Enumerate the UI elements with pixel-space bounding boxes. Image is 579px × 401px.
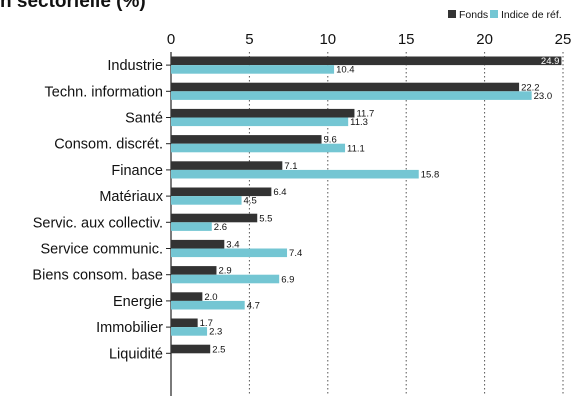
data-label-fonds: 7.1 (284, 161, 297, 172)
bar-indice (171, 169, 419, 179)
data-label-fonds: 22.2 (521, 82, 540, 93)
category-label: Liquidité (109, 346, 163, 362)
data-label-fonds: 6.4 (273, 187, 286, 198)
data-label-indice: 6.9 (281, 274, 294, 285)
category-label: Matériaux (99, 189, 163, 205)
legend-label-fonds: Fonds (459, 9, 488, 21)
legend-label-indice: Indice de réf. (501, 9, 562, 21)
data-label-indice: 15.8 (421, 170, 440, 181)
bar-indice (171, 222, 212, 231)
data-label-fonds: 2.0 (204, 292, 217, 303)
data-label-indice: 4.7 (247, 301, 260, 312)
legend-swatch-fonds (448, 10, 456, 18)
x-tick-label: 10 (319, 31, 336, 48)
data-label-fonds: 2.5 (212, 344, 225, 355)
bar-fonds (171, 187, 272, 197)
bar-indice (171, 143, 346, 153)
x-tick-label: 0 (167, 31, 175, 48)
category-label: Biens consom. base (32, 268, 163, 284)
category-label: Energie (113, 294, 163, 310)
x-tick-label: 5 (245, 31, 253, 48)
bar-fonds (171, 135, 322, 144)
data-label-indice: 7.4 (289, 248, 302, 259)
data-label-indice: 2.3 (209, 327, 222, 338)
data-label-fonds: 3.4 (226, 240, 239, 251)
bar-fonds (171, 292, 203, 301)
data-label-fonds: 11.7 (356, 109, 374, 120)
bar-indice (171, 248, 288, 258)
data-label-fonds: 5.5 (259, 213, 272, 224)
bar-fonds (171, 239, 225, 249)
bar-fonds (171, 82, 520, 92)
category-label: Service communic. (41, 242, 163, 258)
category-label: Servic. aux collectiv. (33, 215, 163, 231)
data-label-fonds: 1.7 (200, 318, 213, 329)
data-label-indice: 2.6 (214, 222, 227, 233)
bar-indice (171, 327, 208, 336)
data-label-indice: 23.0 (534, 91, 553, 102)
data-label-indice: 11.1 (347, 143, 365, 154)
bar-indice (171, 65, 335, 74)
bar-fonds (171, 318, 198, 328)
category-label: Immobilier (96, 320, 163, 336)
x-tick-label: 15 (398, 31, 415, 48)
bar-indice (171, 117, 349, 127)
data-label-indice: 4.5 (244, 196, 257, 207)
bar-indice (171, 274, 280, 284)
category-label: Finance (111, 163, 163, 179)
category-label: Consom. discrét. (54, 137, 163, 153)
bar-fonds (171, 108, 355, 118)
bar-fonds (171, 213, 258, 223)
x-tick-label: 20 (476, 31, 493, 48)
bar-fonds (171, 344, 211, 354)
bar-indice (171, 91, 532, 100)
x-tick-label: 25 (555, 31, 572, 48)
bar-fonds (171, 161, 283, 170)
data-label-fonds: 24.9 (541, 56, 560, 67)
category-label: Industrie (107, 58, 163, 74)
chart-title: n sectorielle (%) (0, 0, 146, 12)
data-label-indice: 11.3 (350, 117, 368, 128)
data-label-fonds: 9.6 (324, 135, 337, 146)
category-label: Santé (125, 111, 163, 127)
data-label-indice: 10.4 (336, 65, 355, 76)
bar-fonds (171, 266, 217, 275)
category-label: Techn. information (45, 84, 163, 100)
bar-indice (171, 300, 245, 310)
data-label-fonds: 2.9 (218, 266, 231, 277)
bar-indice (171, 196, 242, 205)
legend-swatch-indice (490, 10, 498, 18)
bar-fonds (171, 56, 562, 66)
